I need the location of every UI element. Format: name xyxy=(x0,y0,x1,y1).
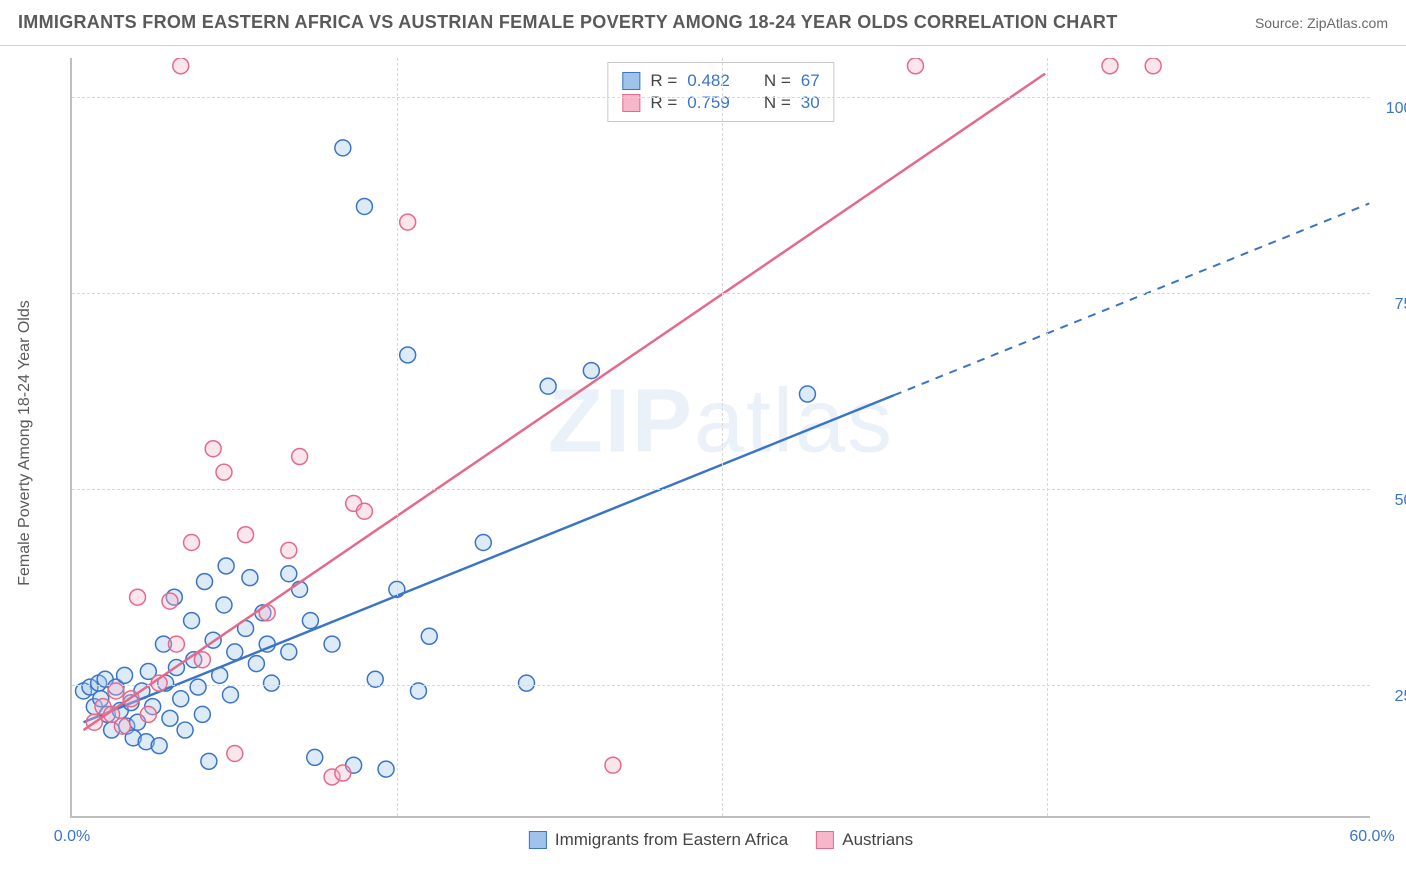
y-tick-label: 100.0% xyxy=(1386,100,1406,118)
r-label: R = xyxy=(650,71,677,91)
r-label: R = xyxy=(650,93,677,113)
legend-row-series-2: R = 0.759 N = 30 xyxy=(622,93,819,113)
swatch-series-1 xyxy=(622,72,640,90)
n-value-series-1: 67 xyxy=(801,71,820,91)
r-value-series-1: 0.482 xyxy=(687,71,730,91)
plot-region: ZIPatlas R = 0.482 N = 67 R = 0.759 N = … xyxy=(70,58,1370,818)
title-bar: IMMIGRANTS FROM EASTERN AFRICA VS AUSTRI… xyxy=(0,0,1406,46)
y-tick-label: 25.0% xyxy=(1395,688,1406,706)
swatch-series-2 xyxy=(816,831,834,849)
legend-row-series-1: R = 0.482 N = 67 xyxy=(622,71,819,91)
x-tick-label: 60.0% xyxy=(1349,828,1394,846)
swatch-series-1 xyxy=(529,831,547,849)
n-value-series-2: 30 xyxy=(801,93,820,113)
legend-series-names: Immigrants from Eastern Africa Austrians xyxy=(529,830,913,850)
source-attribution: Source: ZipAtlas.com xyxy=(1255,15,1388,31)
watermark: ZIPatlas xyxy=(548,370,894,473)
legend-correlation: R = 0.482 N = 67 R = 0.759 N = 30 xyxy=(607,62,834,122)
y-tick-label: 75.0% xyxy=(1395,296,1406,314)
chart-title: IMMIGRANTS FROM EASTERN AFRICA VS AUSTRI… xyxy=(18,12,1117,33)
x-tick-label: 0.0% xyxy=(54,828,90,846)
n-label: N = xyxy=(764,71,791,91)
legend-item-series-1: Immigrants from Eastern Africa xyxy=(529,830,788,850)
scatter-svg xyxy=(72,58,1370,816)
r-value-series-2: 0.759 xyxy=(687,93,730,113)
legend-item-series-2: Austrians xyxy=(816,830,913,850)
chart-area: Female Poverty Among 18-24 Year Olds ZIP… xyxy=(50,58,1390,828)
y-tick-label: 50.0% xyxy=(1395,492,1406,510)
n-label: N = xyxy=(764,93,791,113)
series-1-name: Immigrants from Eastern Africa xyxy=(555,830,788,850)
y-axis-label: Female Poverty Among 18-24 Year Olds xyxy=(16,300,34,586)
series-2-name: Austrians xyxy=(842,830,913,850)
